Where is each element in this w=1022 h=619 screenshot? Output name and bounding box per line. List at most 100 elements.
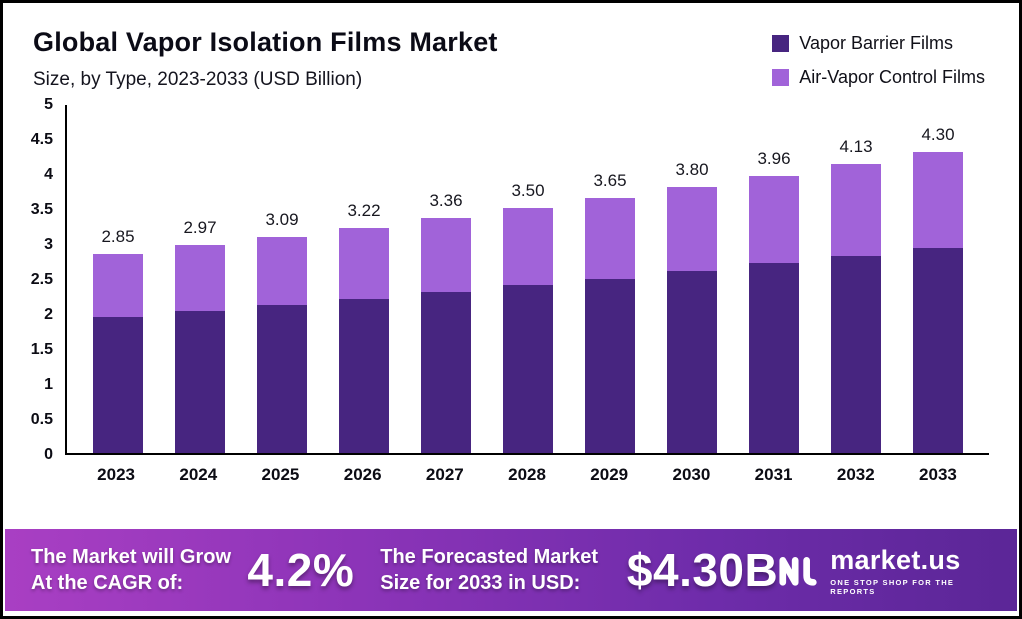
stacked-bar: [585, 197, 635, 453]
legend-item: Vapor Barrier Films: [772, 33, 985, 54]
page-title: Global Vapor Isolation Films Market: [33, 27, 498, 57]
y-tick-label: 1: [44, 376, 53, 393]
stacked-bar: [257, 236, 307, 453]
stacked-bar: [831, 163, 881, 453]
legend-label: Air-Vapor Control Films: [799, 67, 985, 87]
legend-item: Air-Vapor Control Films: [772, 67, 985, 88]
stacked-bar: [503, 208, 553, 453]
brand-tagline: One Stop Shop For The Reports: [830, 577, 955, 596]
y-tick-label: 5: [44, 96, 53, 113]
bar-value-label: 3.22: [347, 200, 381, 220]
x-axis-label: 2024: [179, 465, 218, 484]
stacked-bar: [175, 245, 225, 453]
bar-group: 3.96: [733, 105, 815, 453]
x-axis-label: 2023: [97, 465, 135, 484]
bar-group: 3.50: [487, 105, 569, 453]
segment-vapor-barrier: [667, 271, 717, 453]
bar-group: 3.80: [651, 105, 733, 453]
x-axis-label: 2032: [836, 465, 875, 484]
market-us-logo-icon: [778, 548, 820, 593]
bar-group: 4.13: [815, 105, 897, 453]
y-tick-label: 1.5: [30, 341, 53, 358]
y-tick-label: 3: [44, 236, 53, 253]
y-tick-label: 2: [44, 306, 53, 323]
stacked-bar: [339, 227, 389, 453]
legend-label: Vapor Barrier Films: [799, 33, 953, 53]
bar-value-label: 3.80: [675, 160, 709, 179]
stacked-bar: [749, 175, 799, 453]
x-axis-label: 2033: [919, 465, 957, 484]
bar-group: 4.30: [897, 105, 979, 453]
segment-vapor-barrier: [175, 310, 225, 453]
segment-vapor-barrier: [421, 292, 471, 453]
bar-group: 3.09: [241, 105, 323, 453]
segment-air-vapor-control: [667, 187, 717, 271]
x-axis-labels: 2023 2024 2025 2026 2027 2028 2029 2030 2031 2032…: [65, 455, 989, 485]
y-tick-label: 2.5: [30, 271, 53, 288]
bar-group: 3.22: [323, 105, 405, 453]
footer-banner: The Market will Grow At the CAGR of: 4.2…: [5, 529, 1017, 611]
bar-value-label: 4.30: [921, 125, 955, 145]
chart-subtitle: Size, by Type, 2023-2033 (USD Billion): [33, 69, 363, 90]
segment-air-vapor-control: [175, 245, 225, 311]
bar-value-label: 3.09: [265, 209, 299, 229]
legend-swatch: [772, 35, 790, 52]
segment-vapor-barrier: [503, 285, 553, 453]
bar-group: 2.97: [159, 105, 241, 453]
segment-vapor-barrier: [749, 263, 799, 453]
legend-swatch: [772, 69, 790, 86]
y-tick-label: 4.5: [30, 131, 53, 148]
segment-air-vapor-control: [749, 175, 799, 264]
stacked-bar: [667, 187, 717, 453]
forecast-label: The Forecasted Market Size for 2033 in U…: [380, 546, 599, 594]
segment-air-vapor-control: [339, 227, 389, 299]
y-tick-label: 0: [44, 446, 53, 463]
y-tick-label: 3.5: [30, 201, 53, 218]
x-axis-label: 2030: [672, 465, 711, 484]
bar-value-label: 2.97: [183, 218, 217, 238]
bar-value-label: 3.96: [757, 148, 791, 168]
brand-logo: market.us One Stop Shop For The Reports: [778, 545, 991, 596]
segment-air-vapor-control: [913, 152, 963, 248]
bar-value-label: 3.65: [593, 170, 627, 190]
plot-wrap: 2.85 2.97 3.09 3.22 3.36 3.50 3.65 3.80 3.96 4.13…: [65, 105, 989, 485]
bar-group: 3.65: [569, 105, 651, 453]
segment-air-vapor-control: [831, 163, 881, 257]
brand-text: market.us One Stop Shop For The Reports: [830, 545, 991, 596]
y-tick-label: 4: [44, 166, 53, 183]
bar-group: 3.36: [405, 105, 487, 453]
stacked-bar-chart: 5 4.5 4 3.5 3 2.5 2 1.5 1 0.5 0 2.85 2.97 3.09 3.22 3.…: [19, 96, 989, 485]
x-axis-label: 2028: [508, 465, 546, 484]
y-tick-label: 0.5: [30, 411, 53, 428]
cagr-value: 4.2%: [247, 544, 355, 596]
stacked-bar: [421, 217, 471, 453]
segment-vapor-barrier: [339, 299, 389, 453]
segment-air-vapor-control: [257, 236, 307, 306]
x-axis-label: 2029: [590, 465, 629, 484]
bar-value-label: 4.13: [839, 136, 873, 156]
x-axis-label: 2025: [261, 465, 300, 484]
segment-air-vapor-control: [421, 217, 471, 292]
x-axis-label: 2031: [754, 465, 793, 484]
bar-value-label: 2.85: [101, 226, 135, 246]
brand-name: market.us: [830, 544, 961, 575]
header: Global Vapor Isolation Films Market Size…: [3, 3, 1019, 91]
plot-area: 2.85 2.97 3.09 3.22 3.36 3.50 3.65 3.80 3.96 4.13…: [65, 105, 989, 455]
segment-vapor-barrier: [831, 256, 881, 453]
forecast-value: $4.30B: [626, 544, 779, 596]
title-block: Global Vapor Isolation Films Market Size…: [33, 27, 498, 91]
cagr-label: The Market will Grow At the CAGR of:: [31, 546, 232, 594]
segment-air-vapor-control: [585, 197, 635, 279]
chart-legend: Vapor Barrier Films Air-Vapor Control Fil…: [772, 33, 985, 91]
segment-vapor-barrier: [93, 316, 143, 453]
segment-air-vapor-control: [503, 208, 553, 285]
segment-air-vapor-control: [93, 253, 143, 317]
stacked-bar: [93, 253, 143, 453]
bar-value-label: 3.50: [511, 181, 545, 200]
x-axis-label: 2026: [343, 465, 382, 484]
bar-group: 2.85: [77, 105, 159, 453]
segment-vapor-barrier: [257, 305, 307, 453]
stacked-bar: [913, 152, 963, 453]
bar-value-label: 3.36: [429, 190, 463, 210]
segment-vapor-barrier: [585, 278, 635, 453]
